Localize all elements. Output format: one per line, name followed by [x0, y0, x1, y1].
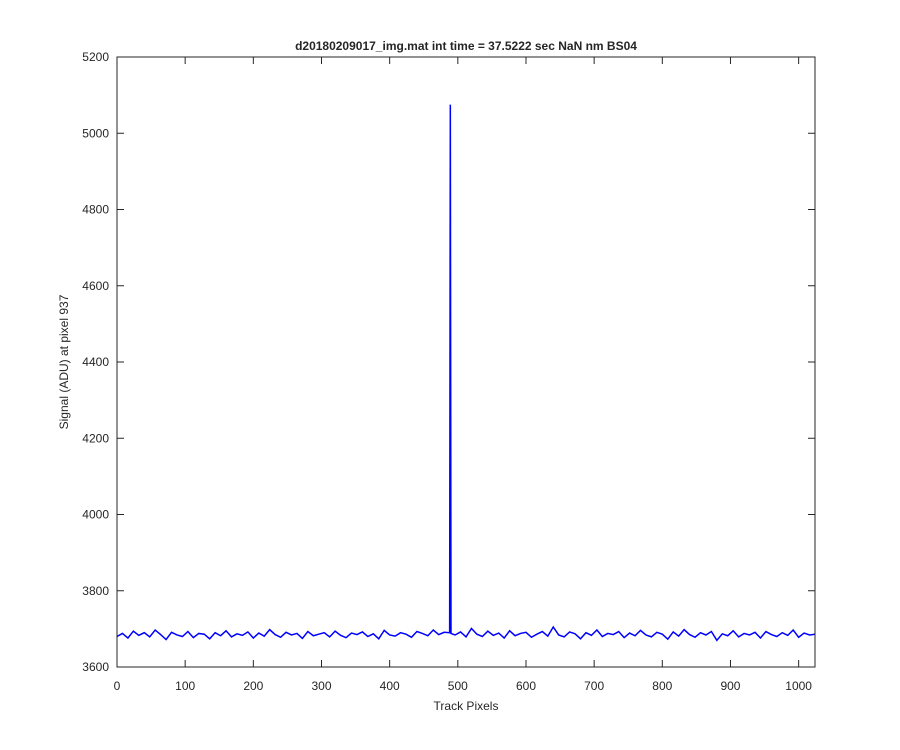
x-tick-label: 0	[114, 679, 121, 693]
x-tick-label: 300	[311, 679, 331, 693]
x-tick-label: 900	[720, 679, 740, 693]
data-line	[116, 104, 816, 642]
x-tick-label: 800	[652, 679, 672, 693]
y-tick-label: 3600	[82, 660, 109, 674]
chart-title: d20180209017_img.mat int time = 37.5222 …	[295, 39, 637, 53]
x-axis-label: Track Pixels	[434, 699, 499, 713]
y-tick-label: 5200	[82, 50, 109, 64]
y-tick-label: 3800	[82, 584, 109, 598]
x-tick-label: 400	[380, 679, 400, 693]
y-tick-label: 4400	[82, 355, 109, 369]
x-tick-label: 1000	[785, 679, 812, 693]
y-tick-label: 4600	[82, 279, 109, 293]
y-tick-label: 4800	[82, 203, 109, 217]
y-tick-label: 4200	[82, 431, 109, 445]
y-tick-label: 4000	[82, 508, 109, 522]
y-tick-label: 5000	[82, 126, 109, 140]
y-axis-label: Signal (ADU) at pixel 937	[57, 294, 71, 429]
x-tick-label: 100	[175, 679, 195, 693]
axes-box	[116, 56, 816, 668]
x-tick-label: 200	[243, 679, 263, 693]
x-tick-label: 600	[516, 679, 536, 693]
x-tick-label: 700	[584, 679, 604, 693]
x-tick-label: 500	[448, 679, 468, 693]
